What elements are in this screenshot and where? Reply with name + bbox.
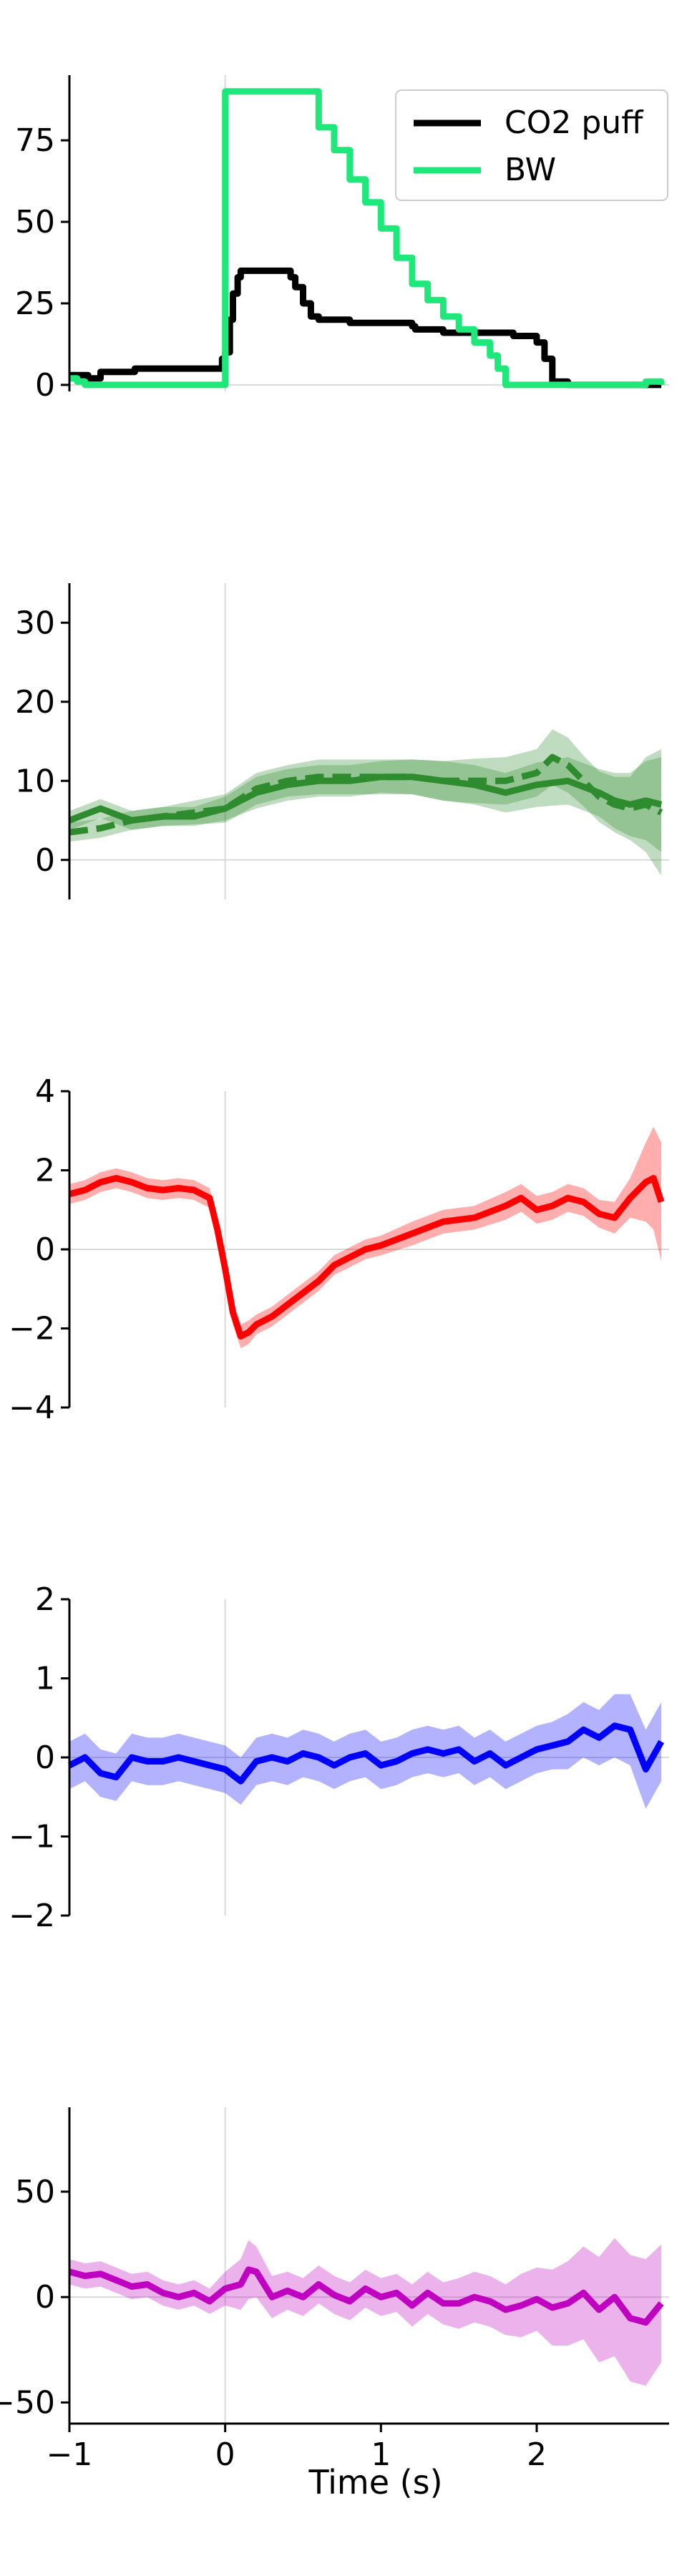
legend: CO2 puff BW — [395, 89, 668, 201]
series-line-2 — [69, 753, 663, 836]
y-tick-label: −1 — [9, 1819, 55, 1855]
y-tick-label: 2 — [35, 1153, 55, 1189]
panel-2: 0 10 20 30 — [15, 583, 669, 899]
x-tick-label: −1 — [47, 2436, 93, 2473]
y-tick-label: 50 — [15, 204, 55, 240]
y-tick-label: 0 — [35, 1740, 55, 1776]
series-line-bw — [69, 88, 665, 389]
error-band-1 — [69, 2238, 662, 2386]
y-tick-label: −2 — [9, 1311, 55, 1347]
panel-4: −2 −1 0 1 2 — [9, 1581, 669, 1934]
y-tick-label: 50 — [15, 2174, 55, 2210]
y-tick-label: −4 — [9, 1390, 55, 1426]
y-tick-label: 1 — [35, 1661, 55, 1697]
y-tick-label: 4 — [35, 1073, 55, 1110]
y-tick-label: 20 — [15, 684, 55, 721]
panel-3: −4 −2 0 2 4 — [9, 1073, 669, 1426]
series-line-1 — [67, 1722, 665, 1785]
y-tick-label: −2 — [9, 1898, 55, 1934]
y-tick-label: 30 — [15, 605, 55, 641]
x-tick-label: 2 — [527, 2436, 547, 2473]
x-axis-label: Time (s) — [308, 2463, 442, 2502]
series-line-co2-puff — [69, 267, 662, 389]
y-tick-label: 0 — [35, 367, 55, 404]
y-tick-label: 0 — [35, 1231, 55, 1268]
y-tick-label: 0 — [35, 2279, 55, 2316]
panel-1: 0 25 50 75 — [15, 75, 669, 404]
y-tick-label: −50 — [0, 2385, 55, 2421]
legend-label-bw: BW — [505, 152, 556, 188]
y-tick-label: 75 — [15, 122, 55, 159]
x-tick-label: 0 — [215, 2436, 235, 2473]
y-tick-label: 10 — [15, 763, 55, 799]
y-tick-label: 2 — [35, 1581, 55, 1618]
y-tick-label: 25 — [15, 286, 55, 322]
error-band-1 — [69, 1126, 662, 1349]
y-tick-label: 0 — [35, 842, 55, 879]
x-tick-label: 1 — [371, 2436, 391, 2473]
legend-label-co2-puff: CO2 puff — [505, 104, 644, 141]
error-band-2 — [69, 729, 662, 876]
panels-layer: 0 25 50 75 0 10 20 30 −4 −2 0 2 4 −2 −1 0 1 2 −50 0 50 −1 0 1 2 — [0, 75, 669, 2473]
panel-5: −50 0 50 −1 0 1 2 — [0, 2107, 669, 2473]
series-line-1 — [68, 2266, 664, 2326]
series-line-1 — [68, 1175, 665, 1340]
